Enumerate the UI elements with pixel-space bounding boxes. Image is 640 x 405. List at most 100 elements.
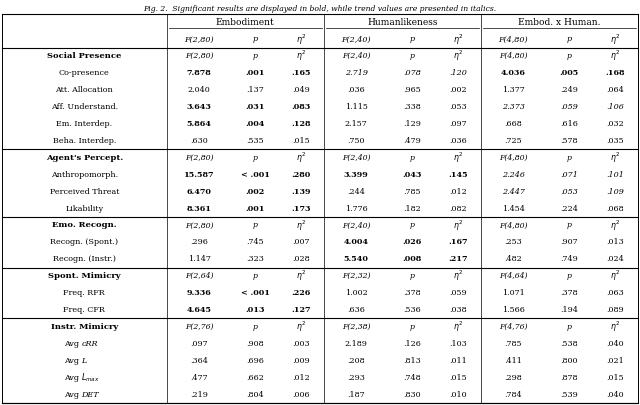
Text: .280: .280 xyxy=(292,171,311,179)
Text: .139: .139 xyxy=(292,188,311,196)
Text: .293: .293 xyxy=(348,374,365,382)
Text: 4.036: 4.036 xyxy=(501,69,525,77)
Text: F(4,80): F(4,80) xyxy=(499,35,528,43)
Text: .878: .878 xyxy=(561,374,578,382)
Text: Avg: Avg xyxy=(64,390,81,399)
Text: .907: .907 xyxy=(561,238,578,246)
Text: .078: .078 xyxy=(403,69,421,77)
Text: p: p xyxy=(567,323,572,331)
Text: F(2,40): F(2,40) xyxy=(342,52,371,60)
Text: .001: .001 xyxy=(245,205,265,213)
Text: .024: .024 xyxy=(607,255,625,263)
Text: .296: .296 xyxy=(190,238,208,246)
Text: .748: .748 xyxy=(403,374,421,382)
Text: F(2,80): F(2,80) xyxy=(184,35,214,43)
Text: .182: .182 xyxy=(403,205,421,213)
Text: 9.336: 9.336 xyxy=(187,289,211,297)
Text: .194: .194 xyxy=(561,306,579,314)
Text: 15.587: 15.587 xyxy=(184,171,214,179)
Text: 2.719: 2.719 xyxy=(345,69,367,77)
Text: .097: .097 xyxy=(450,120,467,128)
Text: 3.399: 3.399 xyxy=(344,171,369,179)
Text: $\eta^2$: $\eta^2$ xyxy=(453,320,463,334)
Text: 1.002: 1.002 xyxy=(345,289,367,297)
Text: 1.776: 1.776 xyxy=(345,205,367,213)
Text: .038: .038 xyxy=(450,306,467,314)
Text: .049: .049 xyxy=(292,86,310,94)
Text: Emo. Recogn.: Emo. Recogn. xyxy=(52,222,116,229)
Text: $\eta^2$: $\eta^2$ xyxy=(611,32,621,47)
Text: .129: .129 xyxy=(403,120,421,128)
Text: p: p xyxy=(410,52,415,60)
Text: .249: .249 xyxy=(561,86,579,94)
Text: .477: .477 xyxy=(190,374,208,382)
Text: F(2,38): F(2,38) xyxy=(342,323,371,331)
Text: p: p xyxy=(253,52,258,60)
Text: .538: .538 xyxy=(561,340,578,348)
Text: 2.157: 2.157 xyxy=(345,120,367,128)
Text: $\eta^2$: $\eta^2$ xyxy=(611,269,621,284)
Text: .378: .378 xyxy=(561,289,578,297)
Text: .745: .745 xyxy=(246,238,264,246)
Text: F(4,80): F(4,80) xyxy=(499,52,527,60)
Text: .068: .068 xyxy=(607,205,625,213)
Text: .830: .830 xyxy=(403,390,421,399)
Text: .032: .032 xyxy=(607,120,625,128)
Text: Anthropomorph.: Anthropomorph. xyxy=(51,171,118,179)
Text: .021: .021 xyxy=(607,357,625,365)
Text: p: p xyxy=(567,52,572,60)
Text: .002: .002 xyxy=(246,188,265,196)
Text: $\eta^2$: $\eta^2$ xyxy=(296,49,307,64)
Text: .028: .028 xyxy=(292,255,310,263)
Text: p: p xyxy=(567,35,572,43)
Text: .003: .003 xyxy=(292,340,310,348)
Text: .040: .040 xyxy=(607,390,625,399)
Text: F(2,40): F(2,40) xyxy=(342,154,371,162)
Text: .224: .224 xyxy=(561,205,579,213)
Text: 5.540: 5.540 xyxy=(344,255,369,263)
Text: Avg: Avg xyxy=(64,340,81,348)
Text: .482: .482 xyxy=(504,255,522,263)
Text: .001: .001 xyxy=(245,69,265,77)
Text: .253: .253 xyxy=(504,238,522,246)
Text: Avg: Avg xyxy=(64,374,81,382)
Text: .167: .167 xyxy=(449,238,468,246)
Text: 2.189: 2.189 xyxy=(345,340,367,348)
Text: .015: .015 xyxy=(292,137,310,145)
Text: $\eta^2$: $\eta^2$ xyxy=(453,269,463,284)
Text: $\eta^2$: $\eta^2$ xyxy=(453,151,463,165)
Text: .031: .031 xyxy=(245,103,265,111)
Text: .071: .071 xyxy=(561,171,579,179)
Text: .059: .059 xyxy=(561,103,579,111)
Text: .053: .053 xyxy=(561,188,579,196)
Text: $\eta^2$: $\eta^2$ xyxy=(611,49,621,64)
Text: .011: .011 xyxy=(449,357,467,365)
Text: Recogn. (Instr.): Recogn. (Instr.) xyxy=(53,255,116,263)
Text: .535: .535 xyxy=(246,137,264,145)
Text: F(2,80): F(2,80) xyxy=(185,52,213,60)
Text: p: p xyxy=(567,272,572,280)
Text: .043: .043 xyxy=(403,171,422,179)
Text: 2.246: 2.246 xyxy=(502,171,525,179)
Text: Fig. 2.  Significant results are displayed in bold, while trend values are prese: Fig. 2. Significant results are displaye… xyxy=(143,5,497,13)
Text: .013: .013 xyxy=(607,238,625,246)
Text: .338: .338 xyxy=(403,103,421,111)
Text: .127: .127 xyxy=(292,306,311,314)
Text: .217: .217 xyxy=(449,255,468,263)
Text: .173: .173 xyxy=(292,205,311,213)
Text: .804: .804 xyxy=(246,390,264,399)
Text: F(4,64): F(4,64) xyxy=(499,272,527,280)
Text: .053: .053 xyxy=(450,103,467,111)
Text: .616: .616 xyxy=(561,120,579,128)
Text: F(2,80): F(2,80) xyxy=(185,154,213,162)
Text: 2.447: 2.447 xyxy=(502,188,525,196)
Text: .002: .002 xyxy=(450,86,467,94)
Text: .411: .411 xyxy=(504,357,522,365)
Text: p: p xyxy=(253,154,258,162)
Text: Spont. Mimicry: Spont. Mimicry xyxy=(48,272,120,280)
Text: p: p xyxy=(410,222,415,229)
Text: .187: .187 xyxy=(348,390,365,399)
Text: L: L xyxy=(81,357,86,365)
Text: F(4,80): F(4,80) xyxy=(499,222,527,229)
Text: .004: .004 xyxy=(246,120,265,128)
